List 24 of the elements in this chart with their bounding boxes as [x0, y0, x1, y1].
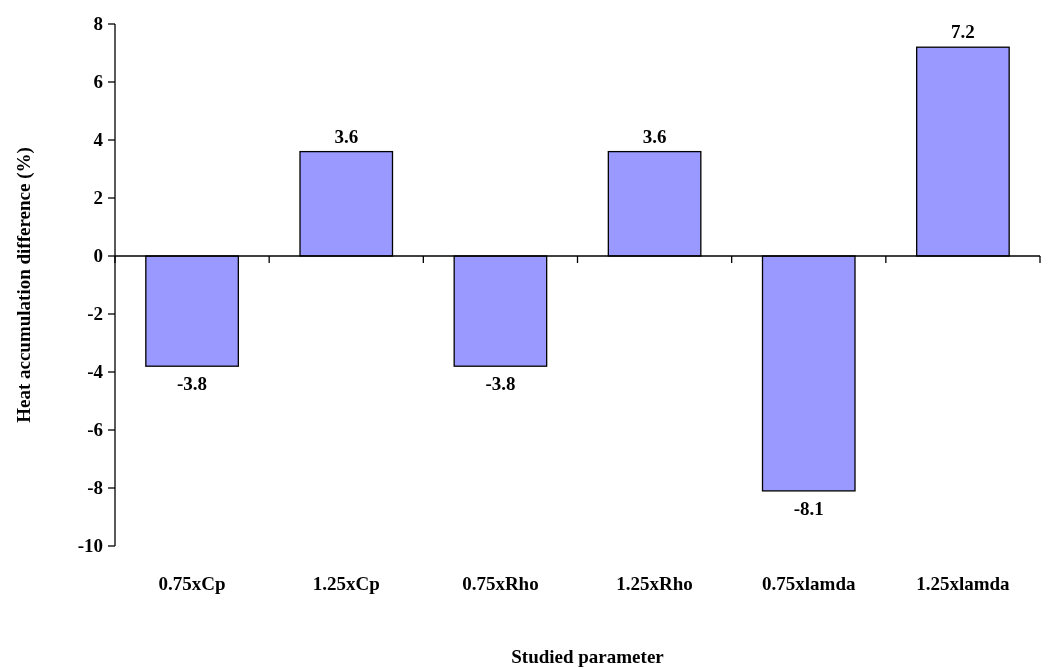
y-axis-title: Heat accumulation difference (%) — [13, 147, 35, 423]
data-label: 3.6 — [642, 125, 667, 147]
data-label: 3.6 — [334, 125, 359, 147]
y-tick-label: -4 — [87, 361, 104, 382]
y-tick-label: -6 — [87, 419, 103, 440]
data-label: 7.2 — [951, 21, 975, 43]
x-tick-label: 1.25xlamda — [916, 573, 1011, 594]
x-tick-label: 1.25xCp — [312, 573, 380, 594]
y-tick-label: -10 — [77, 535, 103, 556]
x-tick-label: 0.75xRho — [462, 573, 539, 594]
x-tick-label: 0.75xCp — [158, 573, 226, 594]
x-tick-label: 0.75xlamda — [762, 573, 856, 594]
y-tick-label: 0 — [93, 245, 103, 266]
x-tick-label: 1.25xRho — [616, 573, 693, 594]
y-tick-label: -2 — [87, 303, 103, 324]
x-axis-title: Studied parameter — [511, 646, 665, 667]
y-tick-label: 4 — [93, 129, 104, 150]
data-label: -3.8 — [485, 373, 516, 395]
y-tick-label: -8 — [87, 477, 103, 498]
y-tick-label: 8 — [93, 13, 103, 34]
y-tick-label: 6 — [93, 71, 103, 92]
data-label: -8.1 — [793, 497, 824, 519]
y-tick-label: 2 — [93, 187, 103, 208]
data-label: -3.8 — [177, 373, 208, 395]
